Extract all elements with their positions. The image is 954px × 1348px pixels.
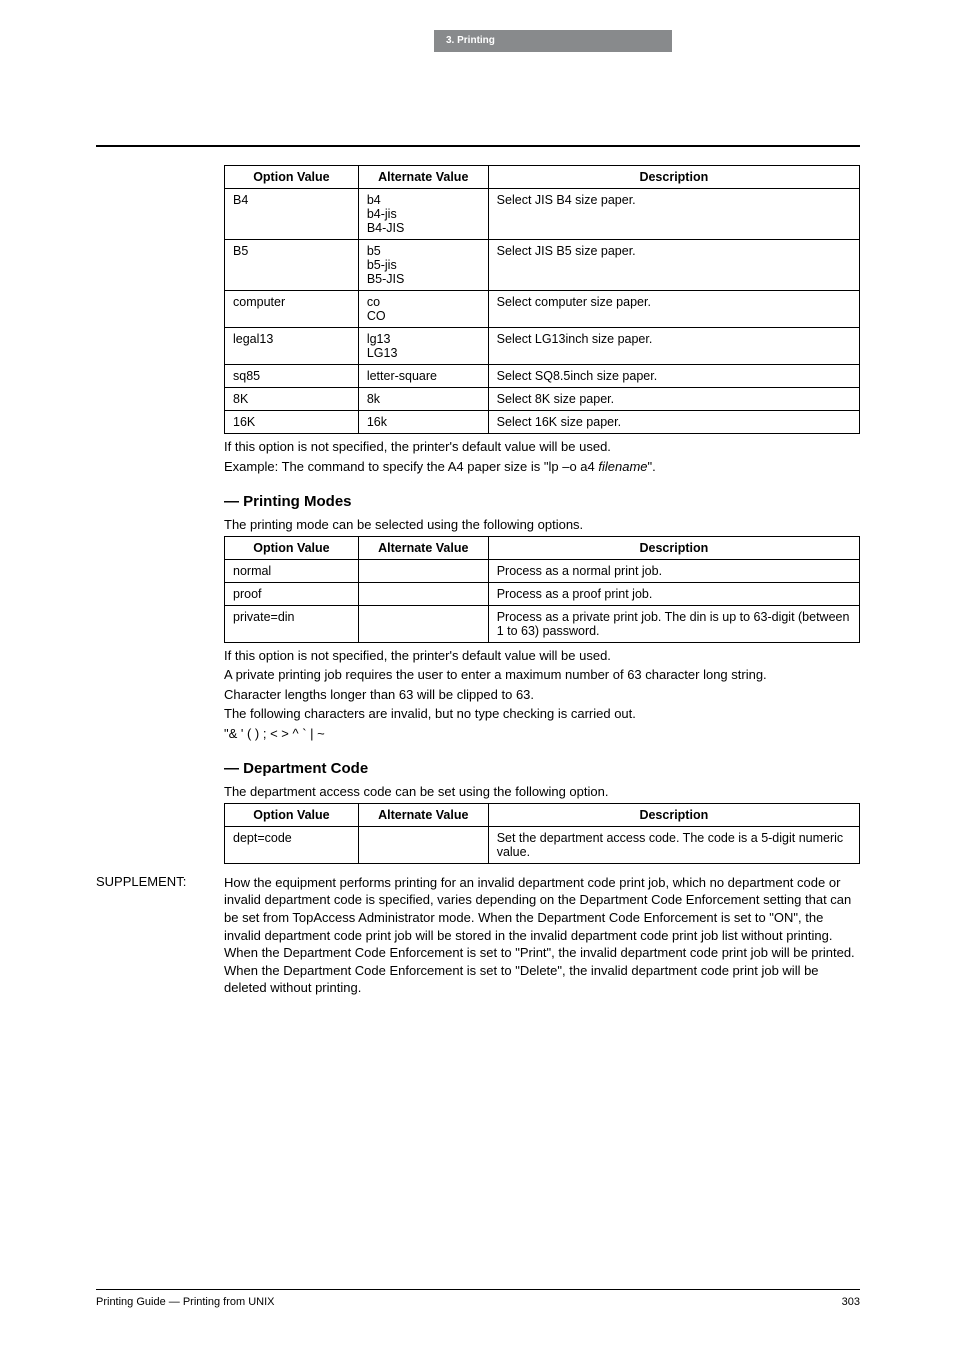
paper-note2: Example: The command to specify the A4 p… <box>224 458 860 476</box>
rule <box>96 145 860 147</box>
cell-alt: co CO <box>358 291 488 328</box>
cell-desc: Select LG13inch size paper. <box>488 328 859 365</box>
header-tab: 3. Printing <box>434 30 672 52</box>
cell-opt: computer <box>225 291 359 328</box>
table-row: B5b5 b5-jis B5-JISSelect JIS B5 size pap… <box>225 240 860 291</box>
dept-intro: The department access code can be set us… <box>224 783 860 801</box>
modes-title: — Printing Modes <box>224 493 860 510</box>
table-row: private=din Process as a private print jo… <box>225 605 860 642</box>
cell-opt: proof <box>225 582 359 605</box>
th-alt: Alternate Value <box>358 803 488 826</box>
cell-opt: legal13 <box>225 328 359 365</box>
table-row: dept=code Set the department access code.… <box>225 826 860 863</box>
cell-alt: 16k <box>358 411 488 434</box>
table-row: computerco COSelect computer size paper. <box>225 291 860 328</box>
th-option: Option Value <box>225 803 359 826</box>
th-desc: Description <box>488 803 859 826</box>
cell-opt: 16K <box>225 411 359 434</box>
cell-alt <box>358 826 488 863</box>
cell-alt <box>358 559 488 582</box>
note2b: filename <box>598 459 647 474</box>
modes-note2: A private printing job requires the user… <box>224 666 860 684</box>
cell-desc: Select 16K size paper. <box>488 411 859 434</box>
dept-table: Option Value Alternate Value Description… <box>224 803 860 864</box>
table-row: legal13lg13 LG13Select LG13inch size pap… <box>225 328 860 365</box>
modes-note3: Character lengths longer than 63 will be… <box>224 686 860 704</box>
table-row: normal Process as a normal print job. <box>225 559 860 582</box>
paper-size-table: Option Value Alternate Value Description… <box>224 165 860 434</box>
table-row: proof Process as a proof print job. <box>225 582 860 605</box>
cell-desc: Process as a proof print job. <box>488 582 859 605</box>
cell-alt <box>358 605 488 642</box>
cell-desc: Process as a normal print job. <box>488 559 859 582</box>
cell-alt: lg13 LG13 <box>358 328 488 365</box>
cell-opt: private=din <box>225 605 359 642</box>
note2c: ". <box>648 459 656 474</box>
cell-alt: letter-square <box>358 365 488 388</box>
cell-alt: b4 b4-jis B4-JIS <box>358 189 488 240</box>
cell-desc: Select computer size paper. <box>488 291 859 328</box>
supplement-label: SUPPLEMENT: <box>96 874 186 889</box>
cell-opt: B5 <box>225 240 359 291</box>
table-row: B4b4 b4-jis B4-JISSelect JIS B4 size pap… <box>225 189 860 240</box>
paper-note1: If this option is not specified, the pri… <box>224 438 860 456</box>
cell-opt: B4 <box>225 189 359 240</box>
modes-table: Option Value Alternate Value Description… <box>224 536 860 643</box>
cell-desc: Select JIS B5 size paper. <box>488 240 859 291</box>
th-option: Option Value <box>225 536 359 559</box>
cell-desc: Process as a private print job. The din … <box>488 605 859 642</box>
modes-note4: The following characters are invalid, bu… <box>224 705 860 723</box>
cell-opt: 8K <box>225 388 359 411</box>
cell-alt: 8k <box>358 388 488 411</box>
cell-desc: Set the department access code. The code… <box>488 826 859 863</box>
cell-desc: Select SQ8.5inch size paper. <box>488 365 859 388</box>
cell-opt: dept=code <box>225 826 359 863</box>
note2a: Example: The command to specify the A4 p… <box>224 459 598 474</box>
cell-desc: Select JIS B4 size paper. <box>488 189 859 240</box>
dept-title: — Department Code <box>224 760 860 777</box>
footer-left: Printing Guide — Printing from UNIX <box>96 1296 275 1308</box>
modes-intro: The printing mode can be selected using … <box>224 516 860 534</box>
cell-opt: normal <box>225 559 359 582</box>
th-desc: Description <box>488 166 859 189</box>
cell-alt <box>358 582 488 605</box>
modes-note5: "& ' ( ) ; < > ^ ` | ~ <box>224 725 860 743</box>
supplement-block: How the equipment performs printing for … <box>224 874 860 997</box>
cell-alt: b5 b5-jis B5-JIS <box>358 240 488 291</box>
modes-note1: If this option is not specified, the pri… <box>224 647 860 665</box>
footer: Printing Guide — Printing from UNIX 303 <box>96 1289 860 1308</box>
table-row: 8K8kSelect 8K size paper. <box>225 388 860 411</box>
main-content: Option Value Alternate Value Description… <box>224 165 860 997</box>
cell-desc: Select 8K size paper. <box>488 388 859 411</box>
cell-opt: sq85 <box>225 365 359 388</box>
supplement-text: How the equipment performs printing for … <box>224 875 855 995</box>
table-row: sq85letter-squareSelect SQ8.5inch size p… <box>225 365 860 388</box>
th-option: Option Value <box>225 166 359 189</box>
table-row: 16K16kSelect 16K size paper. <box>225 411 860 434</box>
th-alt: Alternate Value <box>358 536 488 559</box>
th-desc: Description <box>488 536 859 559</box>
footer-right: 303 <box>842 1296 860 1308</box>
th-alt: Alternate Value <box>358 166 488 189</box>
